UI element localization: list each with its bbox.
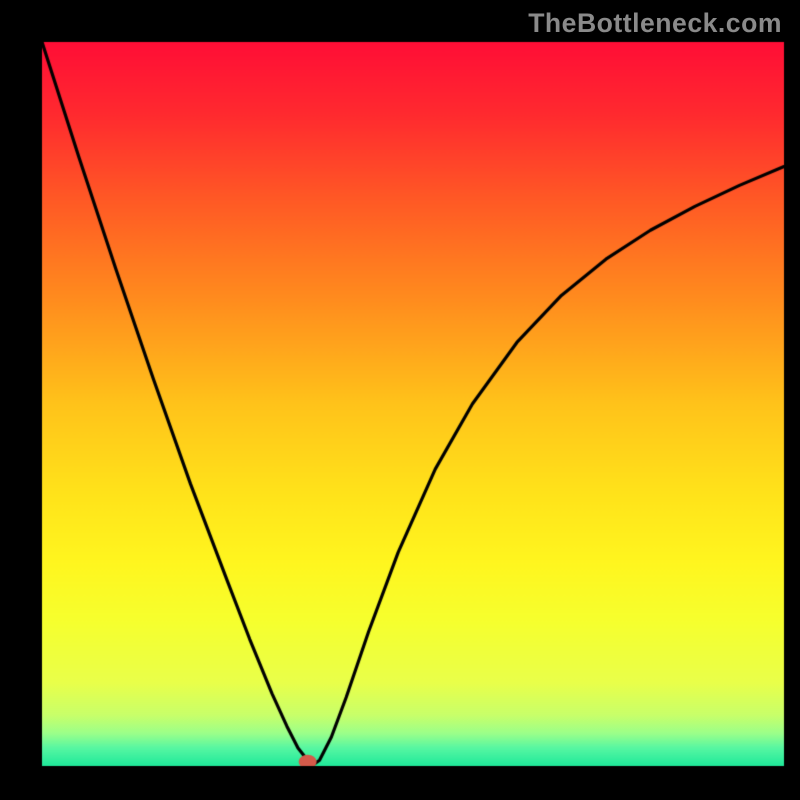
bottleneck-chart-canvas [0, 0, 800, 800]
stage: TheBottleneck.com [0, 0, 800, 800]
watermark-label: TheBottleneck.com [528, 8, 782, 39]
